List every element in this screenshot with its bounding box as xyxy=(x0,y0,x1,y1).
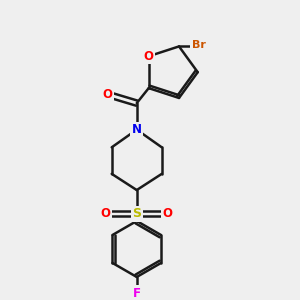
Text: O: O xyxy=(144,50,154,63)
Text: O: O xyxy=(102,88,112,101)
Text: O: O xyxy=(163,207,173,220)
Text: O: O xyxy=(101,207,111,220)
Text: S: S xyxy=(132,207,141,220)
Text: Br: Br xyxy=(192,40,206,50)
Text: F: F xyxy=(133,287,141,300)
Text: N: N xyxy=(132,123,142,136)
